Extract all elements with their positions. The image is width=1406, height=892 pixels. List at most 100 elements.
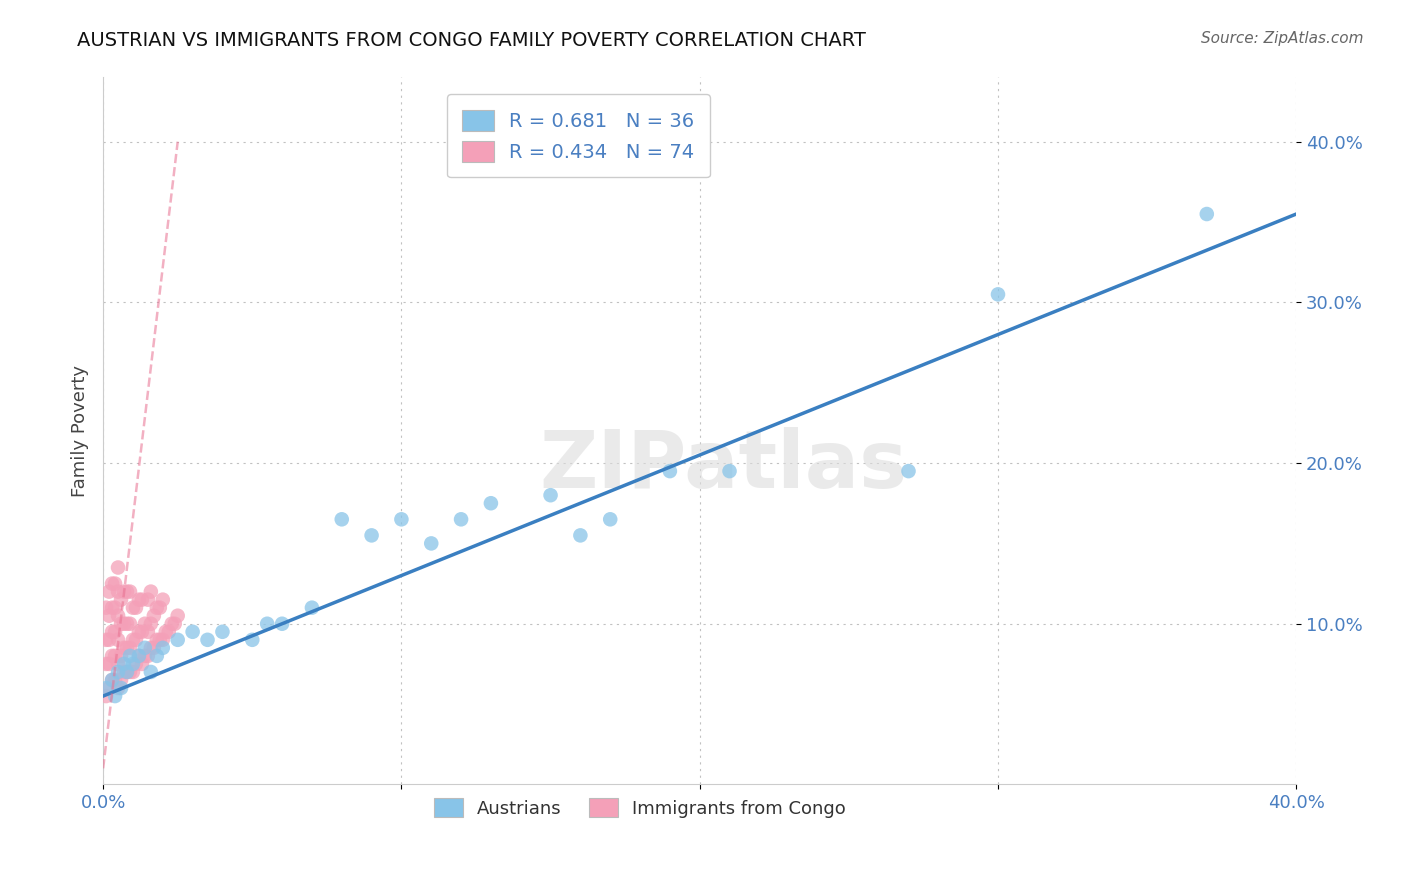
Point bbox=[134, 616, 156, 631]
Point bbox=[197, 632, 219, 647]
Point bbox=[115, 640, 138, 655]
Point bbox=[122, 600, 145, 615]
Point bbox=[136, 624, 159, 639]
Point bbox=[271, 616, 294, 631]
Point bbox=[360, 528, 382, 542]
Point bbox=[107, 584, 129, 599]
Text: Source: ZipAtlas.com: Source: ZipAtlas.com bbox=[1201, 31, 1364, 46]
Point bbox=[101, 624, 124, 639]
Point bbox=[107, 560, 129, 574]
Point bbox=[104, 648, 127, 663]
Legend: Austrians, Immigrants from Congo: Austrians, Immigrants from Congo bbox=[427, 790, 853, 825]
Point bbox=[104, 689, 127, 703]
Point bbox=[139, 584, 162, 599]
Point bbox=[139, 640, 162, 655]
Point bbox=[112, 584, 135, 599]
Point bbox=[157, 624, 180, 639]
Point bbox=[149, 600, 172, 615]
Point bbox=[897, 464, 920, 478]
Point bbox=[131, 624, 153, 639]
Point bbox=[94, 657, 117, 671]
Point bbox=[98, 584, 121, 599]
Point bbox=[152, 640, 174, 655]
Point bbox=[107, 632, 129, 647]
Point bbox=[122, 657, 145, 671]
Point bbox=[94, 600, 117, 615]
Point bbox=[155, 624, 177, 639]
Point bbox=[110, 616, 132, 631]
Point bbox=[118, 616, 141, 631]
Point bbox=[128, 648, 150, 663]
Point bbox=[110, 592, 132, 607]
Point bbox=[104, 624, 127, 639]
Point bbox=[1195, 207, 1218, 221]
Point bbox=[101, 673, 124, 687]
Point bbox=[104, 576, 127, 591]
Point bbox=[240, 632, 263, 647]
Point bbox=[540, 488, 562, 502]
Point bbox=[131, 592, 153, 607]
Point bbox=[718, 464, 741, 478]
Point bbox=[110, 681, 132, 695]
Point bbox=[101, 648, 124, 663]
Point bbox=[128, 592, 150, 607]
Point bbox=[658, 464, 681, 478]
Point bbox=[211, 624, 233, 639]
Point bbox=[152, 632, 174, 647]
Point bbox=[107, 608, 129, 623]
Point bbox=[181, 624, 204, 639]
Point bbox=[420, 536, 443, 550]
Point bbox=[136, 592, 159, 607]
Point bbox=[479, 496, 502, 510]
Point bbox=[107, 665, 129, 679]
Point bbox=[94, 689, 117, 703]
Point bbox=[149, 632, 172, 647]
Point bbox=[139, 665, 162, 679]
Point bbox=[98, 657, 121, 671]
Point bbox=[146, 648, 169, 663]
Point bbox=[134, 640, 156, 655]
Text: AUSTRIAN VS IMMIGRANTS FROM CONGO FAMILY POVERTY CORRELATION CHART: AUSTRIAN VS IMMIGRANTS FROM CONGO FAMILY… bbox=[77, 31, 866, 50]
Point bbox=[101, 576, 124, 591]
Point bbox=[256, 616, 278, 631]
Point bbox=[125, 600, 148, 615]
Point bbox=[98, 608, 121, 623]
Point bbox=[110, 673, 132, 687]
Point bbox=[118, 648, 141, 663]
Point bbox=[118, 584, 141, 599]
Point bbox=[128, 648, 150, 663]
Point bbox=[128, 624, 150, 639]
Point bbox=[107, 681, 129, 695]
Point bbox=[115, 616, 138, 631]
Point bbox=[146, 632, 169, 647]
Point bbox=[98, 632, 121, 647]
Y-axis label: Family Poverty: Family Poverty bbox=[72, 365, 89, 497]
Point bbox=[94, 632, 117, 647]
Point bbox=[107, 657, 129, 671]
Point bbox=[131, 657, 153, 671]
Point bbox=[112, 616, 135, 631]
Point bbox=[166, 632, 188, 647]
Point bbox=[94, 681, 117, 695]
Point bbox=[101, 673, 124, 687]
Point bbox=[115, 665, 138, 679]
Point bbox=[112, 665, 135, 679]
Point bbox=[139, 616, 162, 631]
Point bbox=[115, 665, 138, 679]
Point bbox=[122, 632, 145, 647]
Point bbox=[104, 673, 127, 687]
Point bbox=[98, 681, 121, 695]
Point bbox=[134, 648, 156, 663]
Point bbox=[152, 592, 174, 607]
Point bbox=[160, 616, 183, 631]
Point bbox=[136, 648, 159, 663]
Point bbox=[142, 640, 165, 655]
Point bbox=[122, 665, 145, 679]
Text: ZIPatlas: ZIPatlas bbox=[540, 427, 908, 505]
Point bbox=[125, 657, 148, 671]
Point bbox=[301, 600, 323, 615]
Point bbox=[330, 512, 353, 526]
Point bbox=[599, 512, 621, 526]
Point bbox=[118, 665, 141, 679]
Point bbox=[101, 600, 124, 615]
